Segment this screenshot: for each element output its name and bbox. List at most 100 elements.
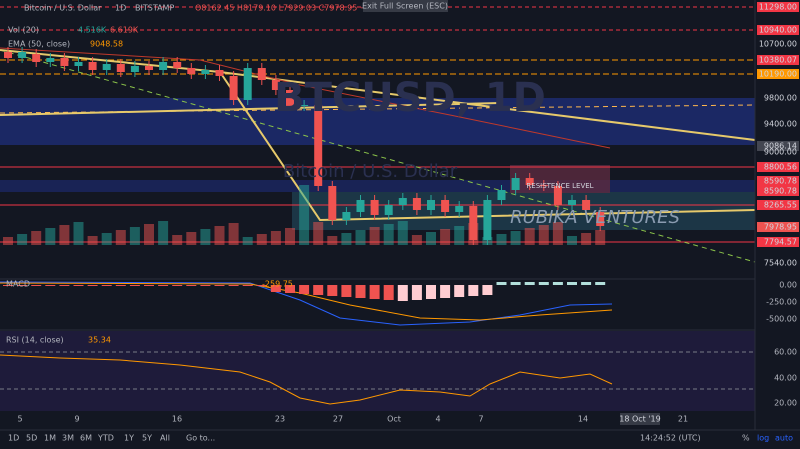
price-label: 8590.78 xyxy=(764,187,797,196)
time-label: 9 xyxy=(74,415,79,424)
candle-body xyxy=(18,52,27,58)
range-button[interactable]: All xyxy=(160,434,170,443)
price-label-box xyxy=(757,222,799,232)
candle-body xyxy=(187,68,196,74)
macd-bar xyxy=(45,285,56,286)
watermark: Bitcoin / U.S. Dollar xyxy=(283,161,458,182)
vol-value: 6.619K xyxy=(110,26,139,35)
price-label: 7540.00 xyxy=(764,259,797,268)
candle-body xyxy=(412,198,421,210)
time-label: 7 xyxy=(478,415,483,424)
macd-bar xyxy=(567,282,577,285)
time-label: 4 xyxy=(435,415,440,424)
candle-body xyxy=(46,58,55,62)
price-label-box xyxy=(757,25,799,35)
fullscreen-text[interactable]: Exit Full Screen (ESC) xyxy=(362,2,448,11)
macd-bar xyxy=(200,285,211,286)
cursor-date-box xyxy=(620,413,660,425)
watermark: BTCUSD, 1D xyxy=(274,75,546,121)
macd-scale-label: -500.00 xyxy=(766,315,797,324)
macd-bar xyxy=(87,285,98,286)
brand: RUBIKA VENTURES xyxy=(510,207,680,228)
candle-body xyxy=(328,186,337,220)
candle-body xyxy=(74,62,83,66)
macd-bar xyxy=(440,285,451,298)
volume-bar xyxy=(468,223,479,245)
range-button[interactable]: 1Y xyxy=(124,434,134,443)
candle-body xyxy=(32,54,41,62)
percent-toggle[interactable]: % xyxy=(742,434,750,443)
volume-bar xyxy=(3,237,13,245)
macd-bar xyxy=(129,285,140,286)
candle-body xyxy=(441,200,450,212)
candle-body xyxy=(173,62,182,68)
candle-body xyxy=(553,186,562,205)
macd-bar xyxy=(242,285,253,286)
range-button[interactable]: 6M xyxy=(80,434,92,443)
volume-bar xyxy=(186,232,197,245)
ema-label: EMA (50, close) xyxy=(8,40,70,49)
log-toggle[interactable]: log xyxy=(757,434,769,443)
range-button[interactable]: 3M xyxy=(62,434,74,443)
price-label: 8590.78 xyxy=(764,177,797,186)
price-label: 10700.00 xyxy=(759,40,797,49)
volume-bar xyxy=(369,227,380,245)
candles xyxy=(3,47,606,301)
macd-scale-label: -250.00 xyxy=(766,298,797,307)
macd-bar xyxy=(524,282,535,285)
candle-body xyxy=(497,190,506,200)
range-button[interactable]: 1D xyxy=(8,434,19,443)
volume-bar xyxy=(524,228,535,245)
candle-body xyxy=(356,200,365,212)
macd-bar xyxy=(144,285,154,286)
fullscreen-button[interactable] xyxy=(363,0,448,12)
range-button[interactable]: 5Y xyxy=(142,434,152,443)
rsi-scale-label: 20.00 xyxy=(774,399,797,408)
price-label-box xyxy=(757,186,799,196)
volume-bar xyxy=(538,225,549,245)
volume-bar xyxy=(45,228,56,245)
macd-bar xyxy=(468,285,479,296)
volume-bar xyxy=(510,231,521,245)
time-axis: 5 9 16 23 27 Oct 4 7 14 21 xyxy=(17,415,688,424)
volume-bar xyxy=(214,226,225,245)
macd-bar xyxy=(510,282,521,285)
volume-bar xyxy=(242,237,253,245)
macd-bar xyxy=(383,285,394,300)
goto-button[interactable]: Go to... xyxy=(186,434,215,443)
candle-body xyxy=(116,64,125,72)
price-label-box xyxy=(757,55,799,65)
price-label: 8800.56 xyxy=(764,163,797,172)
rsi-value: 35.34 xyxy=(88,336,111,345)
candle-body xyxy=(398,198,407,205)
volume-bar xyxy=(228,223,239,245)
macd-bar xyxy=(397,285,408,301)
volume-bar xyxy=(383,224,394,245)
macd-bar xyxy=(214,285,225,286)
exchange: BITSTAMP xyxy=(135,4,174,13)
range-button[interactable]: YTD xyxy=(97,434,114,443)
ohlc: O8162.45 H8179.10 L7929.03 C7978.95 −176… xyxy=(195,4,435,13)
candle-body xyxy=(215,70,224,76)
range-button[interactable]: 1M xyxy=(44,434,56,443)
candle-body xyxy=(145,66,153,70)
price-label: 11298.00 xyxy=(759,3,797,12)
price-label: 10380.07 xyxy=(759,56,797,65)
range-button[interactable]: 5D xyxy=(26,434,37,443)
annotation: RESISTENCE LEVEL xyxy=(526,182,593,190)
candle-body xyxy=(384,205,393,215)
candle-body xyxy=(568,200,576,205)
candle-body xyxy=(596,212,605,226)
price-label: 9086.14 xyxy=(764,142,797,151)
volume-bar xyxy=(17,234,28,245)
macd-bar xyxy=(3,285,13,286)
auto-toggle[interactable]: auto xyxy=(775,434,793,443)
volume-bar xyxy=(313,222,324,245)
price-label: 10940.00 xyxy=(759,26,797,35)
macd-bar xyxy=(158,285,169,286)
price-label: 10190.00 xyxy=(759,70,797,79)
volume-bar xyxy=(172,235,183,245)
volume-bar xyxy=(115,230,126,245)
macd-bar xyxy=(59,285,70,286)
volume-bar xyxy=(411,235,422,245)
